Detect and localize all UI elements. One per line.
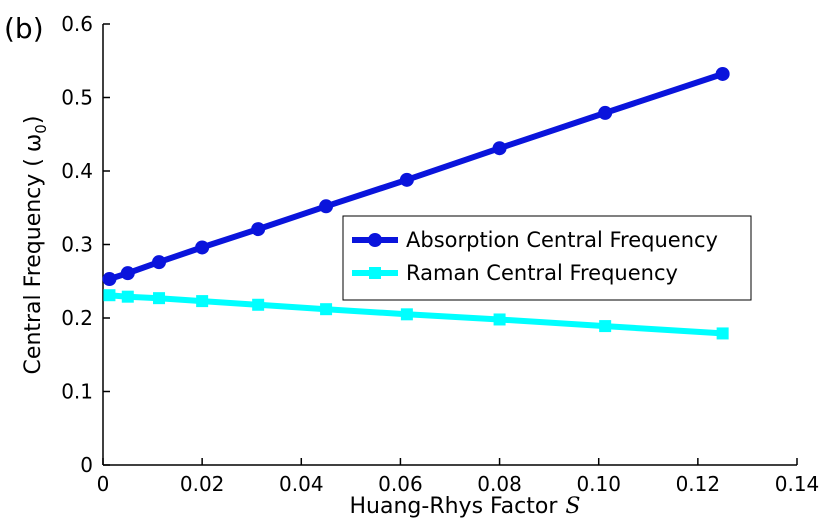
legend-box: [342, 215, 752, 301]
x-tick-label: 0.02: [180, 472, 225, 496]
data-point-absorption: [715, 66, 730, 81]
legend-label-raman: Raman Central Frequency: [406, 261, 678, 285]
data-point-absorption: [102, 272, 117, 287]
data-point-raman: [599, 320, 612, 333]
data-point-raman: [252, 298, 265, 311]
panel-label: (b): [4, 12, 44, 45]
x-tick-label: 0.12: [676, 472, 721, 496]
x-tick-label: 0.14: [775, 472, 820, 496]
x-ticks: 0 0.02 0.04 0.06 0.08 0.10 0.12 0.14: [97, 458, 820, 496]
data-point-raman: [320, 303, 333, 316]
data-point-raman: [153, 292, 166, 305]
y-axis-subscript: 0: [32, 124, 50, 134]
x-tick-label: 0: [97, 472, 110, 496]
y-axis-title: Central Frequency ( ω0): [21, 116, 50, 375]
data-point-absorption: [251, 222, 266, 237]
data-point-absorption: [120, 266, 135, 281]
y-axis-symbol: ω: [21, 134, 46, 152]
x-tick-label: 0.10: [576, 472, 621, 496]
data-point-raman: [716, 327, 729, 340]
x-axis-title-text: Huang-Rhys Factor: [350, 494, 559, 519]
x-tick-label: 0.04: [279, 472, 324, 496]
series-layer: [102, 66, 730, 340]
data-point-absorption: [399, 172, 414, 187]
x-axis-title: Huang-Rhys Factor S: [350, 494, 581, 519]
data-point-raman: [121, 290, 134, 303]
x-tick-label: 0.06: [378, 472, 423, 496]
x-tick-label: 0.08: [477, 472, 522, 496]
y-tick-label: 0.4: [61, 159, 93, 183]
data-point-raman: [103, 289, 116, 302]
y-tick-label: 0.1: [61, 380, 93, 404]
y-ticks: 0 0.1 0.2 0.3 0.4 0.5 0.6: [61, 12, 110, 477]
y-tick-label: 0.5: [61, 86, 93, 110]
series-line-absorption: [108, 71, 724, 282]
legend-marker-raman: [369, 267, 381, 279]
y-tick-label: 0.3: [61, 233, 93, 257]
data-point-absorption: [598, 105, 613, 120]
data-point-raman: [196, 295, 209, 308]
y-tick-label: 0.6: [61, 12, 93, 36]
y-axis-title-close: ): [21, 116, 46, 125]
y-tick-label: 0.2: [61, 306, 93, 330]
data-point-raman: [400, 308, 413, 321]
legend-label-absorption: Absorption Central Frequency: [406, 228, 718, 252]
series-line-raman: [109, 292, 723, 337]
legend: Absorption Central Frequency Raman Centr…: [342, 215, 752, 301]
legend-marker-absorption: [368, 233, 382, 247]
data-point-absorption: [195, 240, 210, 255]
data-point-absorption: [319, 199, 334, 214]
data-point-absorption: [492, 141, 507, 156]
data-point-absorption: [152, 255, 167, 270]
y-tick-label: 0: [80, 453, 93, 477]
x-axis-symbol: S: [565, 494, 580, 519]
y-axis-title-text: Central Frequency (: [21, 158, 46, 374]
data-point-raman: [493, 313, 506, 326]
